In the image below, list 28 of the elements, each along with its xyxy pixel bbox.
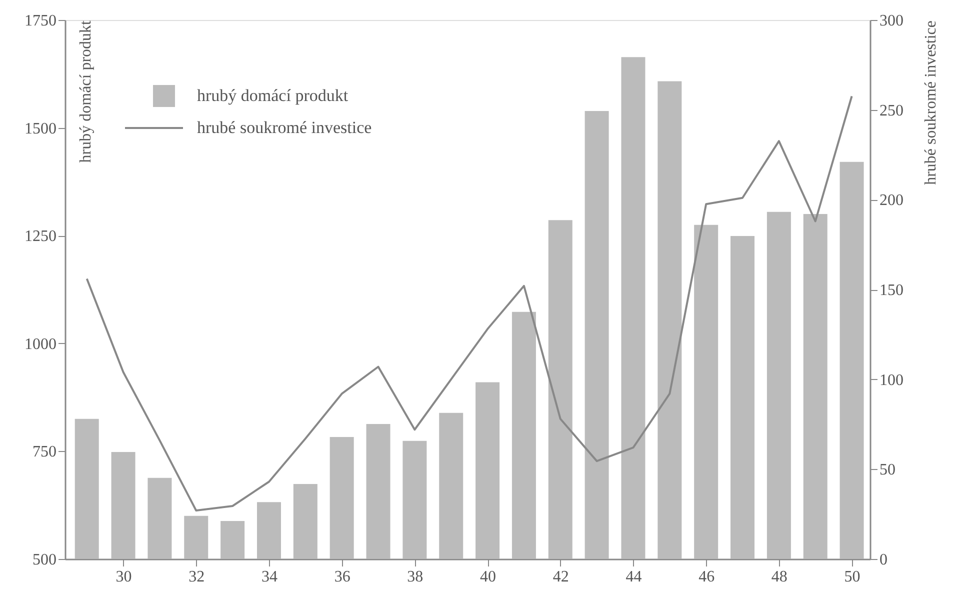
y-tick-label: 1500 xyxy=(24,120,56,138)
y-axis-title: hrubý domácí produkt xyxy=(78,20,94,163)
x-tick-label: 34 xyxy=(261,568,278,586)
y2-tick-label: 250 xyxy=(880,102,904,120)
legend-label: hrubé soukromé investice xyxy=(197,118,372,137)
y2-tick-label: 0 xyxy=(880,552,888,568)
y-tick-label: 500 xyxy=(32,552,56,568)
x-tick-label: 38 xyxy=(407,568,424,586)
x-tick-label: 40 xyxy=(480,568,496,586)
y-tick-label: 750 xyxy=(32,444,56,461)
x-tick-label: 36 xyxy=(334,568,350,586)
y-tick-label: 1250 xyxy=(24,228,56,246)
x-tick-label: 48 xyxy=(771,568,788,586)
y2-tick-label: 300 xyxy=(880,12,904,30)
y2-tick-label: 100 xyxy=(880,372,904,389)
y2-tick-label: 150 xyxy=(880,282,904,299)
y2-tick-label: 50 xyxy=(880,462,896,479)
x-tick-label: 44 xyxy=(626,568,642,586)
y2-tick-label: 200 xyxy=(880,192,904,210)
y-tick-label: 1000 xyxy=(24,336,56,353)
x-tick-label: 46 xyxy=(698,568,715,586)
y-tick-label: 1750 xyxy=(24,12,56,30)
x-tick-label: 30 xyxy=(116,568,132,586)
x-tick-label: 42 xyxy=(552,568,569,586)
x-tick-label: 50 xyxy=(844,568,860,586)
x-tick-label: 32 xyxy=(188,568,205,586)
legend-label: hrubý domácí produkt xyxy=(197,86,348,105)
y2-axis-title: hrubé soukromé investice xyxy=(922,20,940,185)
